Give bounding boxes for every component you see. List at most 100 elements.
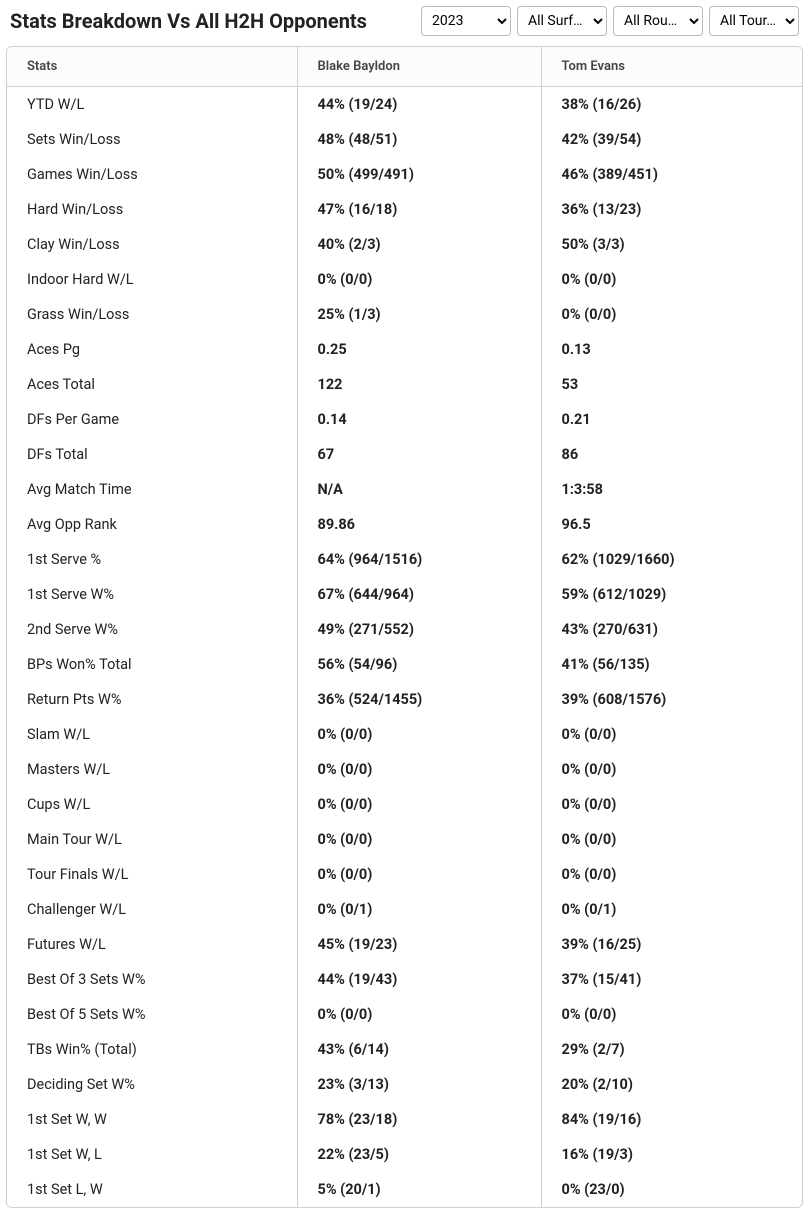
player1-value: 0.14 — [297, 402, 541, 437]
table-row: 1st Serve %64% (964/1516)62% (1029/1660) — [7, 542, 802, 577]
player1-value: 43% (6/14) — [297, 1032, 541, 1067]
player2-value: 0% (0/0) — [541, 857, 802, 892]
player2-value: 0% (0/0) — [541, 297, 802, 332]
player1-value: 122 — [297, 367, 541, 402]
player1-value: 48% (48/51) — [297, 122, 541, 157]
player1-value: 45% (19/23) — [297, 927, 541, 962]
table-row: TBs Win% (Total)43% (6/14)29% (2/7) — [7, 1032, 802, 1067]
table-row: Indoor Hard W/L0% (0/0)0% (0/0) — [7, 262, 802, 297]
stat-label: YTD W/L — [7, 87, 297, 122]
table-row: Clay Win/Loss40% (2/3)50% (3/3) — [7, 227, 802, 262]
player2-value: 0% (0/0) — [541, 997, 802, 1032]
stats-table: Stats Blake Bayldon Tom Evans YTD W/L44%… — [7, 47, 802, 1207]
table-row: Main Tour W/L0% (0/0)0% (0/0) — [7, 822, 802, 857]
player1-value: 0% (0/0) — [297, 752, 541, 787]
player1-value: 0% (0/0) — [297, 857, 541, 892]
filter-bar: 2023 All Surf… All Rou… All Tour… — [421, 6, 799, 36]
col-header-stats: Stats — [7, 47, 297, 87]
year-select[interactable]: 2023 — [421, 6, 511, 36]
table-row: Return Pts W%36% (524/1455)39% (608/1576… — [7, 682, 802, 717]
table-row: Best Of 3 Sets W%44% (19/43)37% (15/41) — [7, 962, 802, 997]
player1-value: 23% (3/13) — [297, 1067, 541, 1102]
stat-label: Slam W/L — [7, 717, 297, 752]
stat-label: Aces Total — [7, 367, 297, 402]
player2-value: 84% (19/16) — [541, 1102, 802, 1137]
stat-label: Deciding Set W% — [7, 1067, 297, 1102]
player2-value: 53 — [541, 367, 802, 402]
player2-value: 62% (1029/1660) — [541, 542, 802, 577]
player2-value: 1:3:58 — [541, 472, 802, 507]
round-select[interactable]: All Rou… — [613, 6, 703, 36]
table-row: Aces Total12253 — [7, 367, 802, 402]
player1-value: 89.86 — [297, 507, 541, 542]
table-row: Games Win/Loss50% (499/491)46% (389/451) — [7, 157, 802, 192]
player2-value: 0% (0/0) — [541, 717, 802, 752]
player1-value: 5% (20/1) — [297, 1172, 541, 1207]
table-row: Hard Win/Loss47% (16/18)36% (13/23) — [7, 192, 802, 227]
player1-value: 25% (1/3) — [297, 297, 541, 332]
tour-select[interactable]: All Tour… — [709, 6, 799, 36]
player2-value: 38% (16/26) — [541, 87, 802, 122]
player2-value: 37% (15/41) — [541, 962, 802, 997]
player1-value: 0.25 — [297, 332, 541, 367]
stat-label: Grass Win/Loss — [7, 297, 297, 332]
player1-value: 40% (2/3) — [297, 227, 541, 262]
table-row: DFs Total6786 — [7, 437, 802, 472]
stat-label: 2nd Serve W% — [7, 612, 297, 647]
player2-value: 0% (0/0) — [541, 787, 802, 822]
player2-value: 50% (3/3) — [541, 227, 802, 262]
table-row: Challenger W/L0% (0/1)0% (0/1) — [7, 892, 802, 927]
page-title: Stats Breakdown Vs All H2H Opponents — [10, 9, 367, 33]
stat-label: Hard Win/Loss — [7, 192, 297, 227]
player1-value: 0% (0/0) — [297, 787, 541, 822]
player2-value: 39% (608/1576) — [541, 682, 802, 717]
player2-value: 29% (2/7) — [541, 1032, 802, 1067]
player1-value: 44% (19/24) — [297, 87, 541, 122]
col-header-player2: Tom Evans — [541, 47, 802, 87]
stat-label: Avg Match Time — [7, 472, 297, 507]
player2-value: 36% (13/23) — [541, 192, 802, 227]
stat-label: Aces Pg — [7, 332, 297, 367]
player1-value: 0% (0/0) — [297, 997, 541, 1032]
table-row: BPs Won% Total56% (54/96)41% (56/135) — [7, 647, 802, 682]
table-row: Aces Pg0.250.13 — [7, 332, 802, 367]
player2-value: 0% (0/0) — [541, 752, 802, 787]
table-row: 1st Set L, W5% (20/1)0% (23/0) — [7, 1172, 802, 1207]
player2-value: 43% (270/631) — [541, 612, 802, 647]
stat-label: Tour Finals W/L — [7, 857, 297, 892]
player1-value: 44% (19/43) — [297, 962, 541, 997]
player2-value: 42% (39/54) — [541, 122, 802, 157]
player1-value: 67 — [297, 437, 541, 472]
table-row: DFs Per Game0.140.21 — [7, 402, 802, 437]
player2-value: 0% (0/1) — [541, 892, 802, 927]
stat-label: Cups W/L — [7, 787, 297, 822]
stats-table-container: Stats Blake Bayldon Tom Evans YTD W/L44%… — [6, 46, 803, 1208]
player1-value: N/A — [297, 472, 541, 507]
table-row: 1st Serve W%67% (644/964)59% (612/1029) — [7, 577, 802, 612]
stat-label: Sets Win/Loss — [7, 122, 297, 157]
player2-value: 20% (2/10) — [541, 1067, 802, 1102]
table-row: 1st Set W, L22% (23/5)16% (19/3) — [7, 1137, 802, 1172]
table-row: Cups W/L0% (0/0)0% (0/0) — [7, 787, 802, 822]
stat-label: Indoor Hard W/L — [7, 262, 297, 297]
stat-label: Futures W/L — [7, 927, 297, 962]
stat-label: Best Of 3 Sets W% — [7, 962, 297, 997]
table-row: Avg Match TimeN/A1:3:58 — [7, 472, 802, 507]
player1-value: 0% (0/0) — [297, 262, 541, 297]
surface-select[interactable]: All Surf… — [517, 6, 607, 36]
stat-label: DFs Total — [7, 437, 297, 472]
table-row: Futures W/L45% (19/23)39% (16/25) — [7, 927, 802, 962]
player1-value: 0% (0/1) — [297, 892, 541, 927]
player1-value: 0% (0/0) — [297, 717, 541, 752]
stat-label: Challenger W/L — [7, 892, 297, 927]
stat-label: Masters W/L — [7, 752, 297, 787]
player1-value: 0% (0/0) — [297, 822, 541, 857]
player2-value: 41% (56/135) — [541, 647, 802, 682]
table-row: 2nd Serve W%49% (271/552)43% (270/631) — [7, 612, 802, 647]
player2-value: 46% (389/451) — [541, 157, 802, 192]
stat-label: 1st Serve W% — [7, 577, 297, 612]
table-row: Slam W/L0% (0/0)0% (0/0) — [7, 717, 802, 752]
stat-label: Main Tour W/L — [7, 822, 297, 857]
table-row: Avg Opp Rank89.8696.5 — [7, 507, 802, 542]
stat-label: Return Pts W% — [7, 682, 297, 717]
